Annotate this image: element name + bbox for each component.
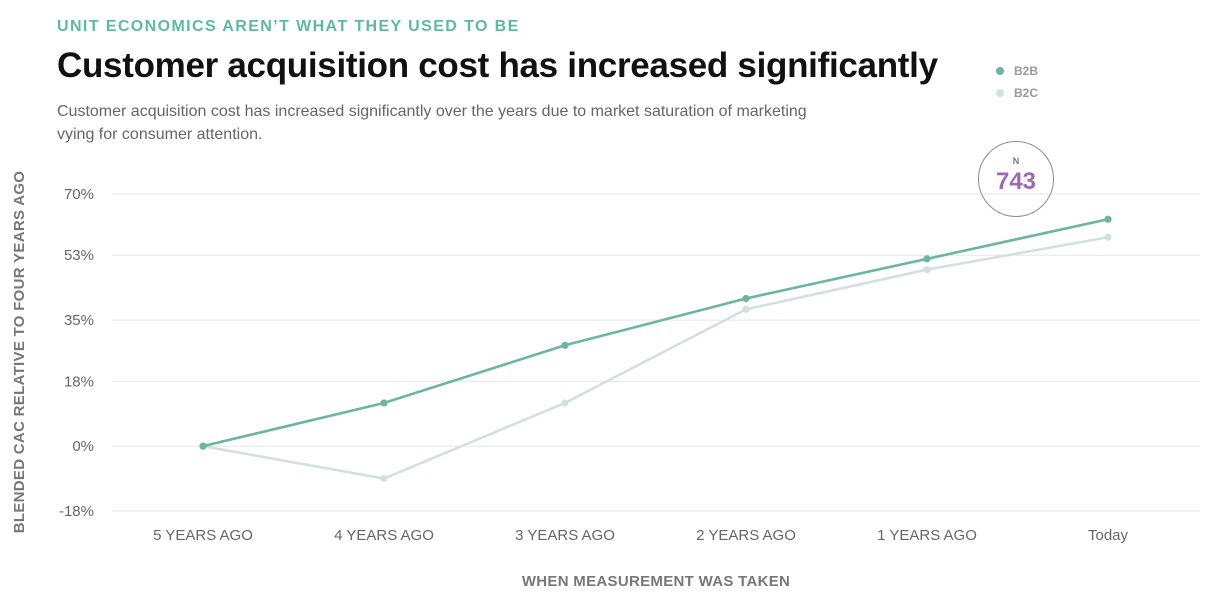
legend-item-b2c[interactable]: B2C	[996, 82, 1038, 104]
series-line-b2b	[202, 217, 1109, 448]
y-tick-label: 18%	[64, 373, 94, 390]
x-tick-label: Today	[1088, 527, 1129, 544]
data-point-b2b	[1104, 215, 1112, 223]
legend-marker-b2c	[996, 89, 1004, 97]
y-axis-title: BLENDED CAC RELATIVE TO FOUR YEARS AGO	[11, 171, 28, 534]
chart-title: Customer acquisition cost has increased …	[57, 46, 938, 85]
y-tick-label: 70%	[64, 186, 94, 203]
data-point-b2c	[561, 399, 569, 407]
y-tick-label: -18%	[59, 503, 94, 520]
chart-subtitle: Customer acquisition cost has increased …	[57, 103, 807, 143]
legend-marker-b2b	[996, 67, 1004, 75]
data-point-b2c	[1104, 233, 1112, 241]
legend-label-b2b: B2B	[1014, 64, 1039, 78]
data-point-b2b	[380, 399, 388, 407]
chart-eyebrow: UNIT ECONOMICS AREN’T WHAT THEY USED TO …	[57, 18, 520, 35]
data-point-b2b	[561, 341, 569, 349]
data-point-b2b	[199, 442, 207, 450]
x-tick-label: 3 YEARS AGO	[515, 527, 615, 544]
x-tick-label: 4 YEARS AGO	[334, 527, 434, 544]
x-tick-label: 1 YEARS AGO	[877, 527, 977, 544]
y-tick-label: 35%	[64, 312, 94, 329]
x-tick-labels: 5 YEARS AGO 4 YEARS AGO 3 YEARS AGO 2 YEARS…	[153, 527, 1128, 544]
x-tick-label: 5 YEARS AGO	[153, 527, 253, 544]
x-axis-title: WHEN MEASUREMENT WAS TAKEN	[522, 573, 790, 590]
data-point-b2b	[742, 294, 750, 303]
chart-legend: B2B B2C	[996, 60, 1038, 104]
x-tick-label: 2 YEARS AGO	[696, 527, 796, 544]
series-points	[199, 215, 1112, 483]
series-lines	[202, 217, 1109, 480]
legend-label-b2c: B2C	[1014, 86, 1039, 100]
grid-lines	[112, 193, 1200, 512]
y-tick-labels: -18% 0% 18% 35% 53% 70%	[59, 186, 94, 520]
y-tick-label: 0%	[72, 438, 94, 455]
y-tick-label: 53%	[64, 247, 94, 264]
sample-size-label: N	[1012, 156, 1020, 166]
series-line-b2c	[202, 235, 1109, 480]
data-point-b2c	[923, 266, 931, 274]
sample-size-badge: N 743	[978, 141, 1054, 217]
legend-item-b2b[interactable]: B2B	[996, 60, 1038, 82]
data-point-b2c	[742, 305, 750, 313]
data-point-b2b	[923, 255, 931, 263]
data-point-b2c	[380, 474, 388, 483]
sample-size-value: 743	[995, 168, 1037, 195]
